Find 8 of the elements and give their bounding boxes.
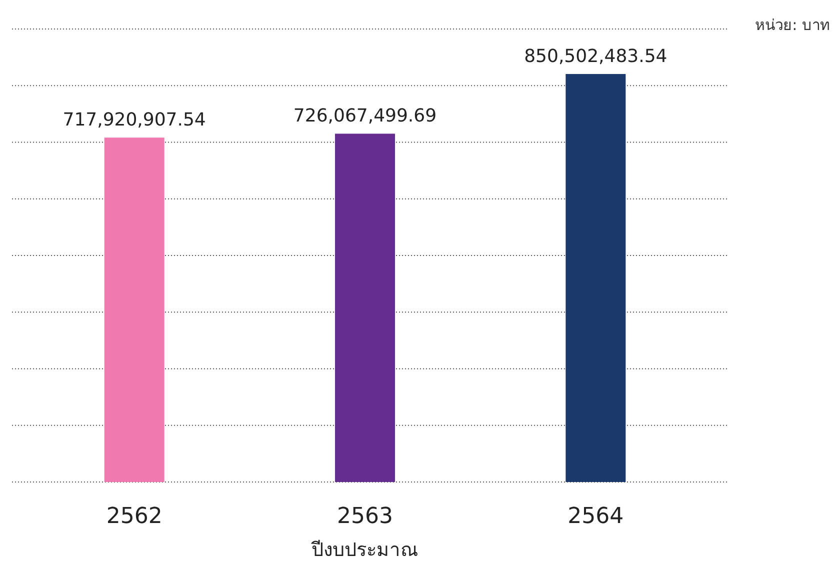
text: หน่วย: บาท bbox=[755, 16, 830, 34]
x-tick-label: 2563 bbox=[337, 504, 393, 529]
x-axis-title: ปีงบประมาณ bbox=[310, 539, 418, 561]
data-label: 850,502,483.54 bbox=[524, 46, 668, 67]
x-tick-label: 2564 bbox=[568, 504, 624, 529]
data-label: 726,067,499.69 bbox=[293, 106, 437, 127]
data-label: 717,920,907.54 bbox=[62, 110, 206, 131]
x-tick-label: 2562 bbox=[106, 504, 162, 529]
